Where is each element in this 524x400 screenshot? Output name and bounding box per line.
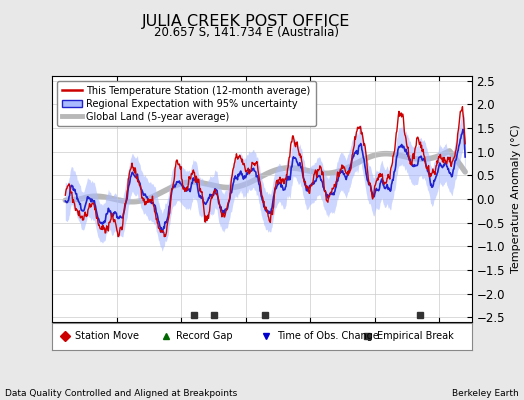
- Text: Time of Obs. Change: Time of Obs. Change: [277, 331, 378, 341]
- Text: Berkeley Earth: Berkeley Earth: [452, 389, 519, 398]
- Legend: This Temperature Station (12-month average), Regional Expectation with 95% uncer: This Temperature Station (12-month avera…: [57, 81, 315, 126]
- Text: Station Move: Station Move: [75, 331, 139, 341]
- Text: Record Gap: Record Gap: [176, 331, 233, 341]
- Y-axis label: Temperature Anomaly (°C): Temperature Anomaly (°C): [510, 125, 520, 273]
- Text: 20.657 S, 141.734 E (Australia): 20.657 S, 141.734 E (Australia): [154, 26, 339, 39]
- Text: Data Quality Controlled and Aligned at Breakpoints: Data Quality Controlled and Aligned at B…: [5, 389, 237, 398]
- Text: Empirical Break: Empirical Break: [377, 331, 454, 341]
- Text: JULIA CREEK POST OFFICE: JULIA CREEK POST OFFICE: [142, 14, 351, 29]
